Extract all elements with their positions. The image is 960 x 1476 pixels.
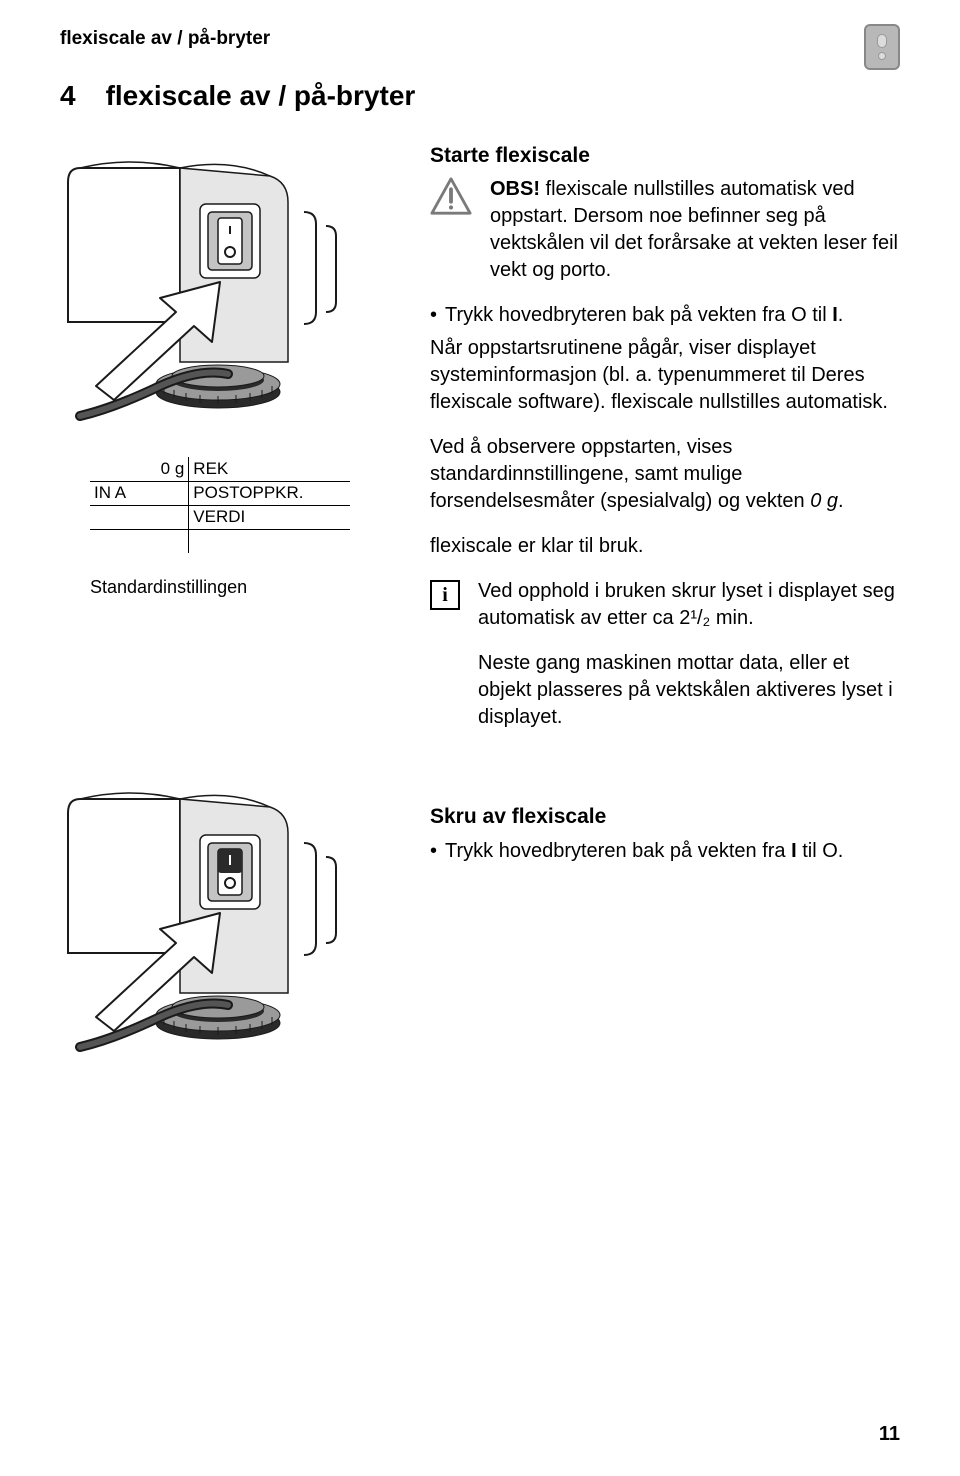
table-row [90,529,350,553]
left-column-bottom [60,773,390,1068]
bullet-text: til [797,840,823,862]
cell [90,529,189,553]
table-row: VERDI [90,505,350,529]
tab-oval-icon [877,34,887,48]
bullet-text: Trykk hovedbryteren bak på vekten fra [445,304,791,326]
section-title: flexiscale av / på-bryter [106,80,416,112]
switch-off-illustration [60,773,390,1068]
bullet-switch-on: Trykk hovedbryteren bak på vekten fra O … [430,302,900,329]
para-text: Ved å observere oppstarten, vises standa… [430,436,810,512]
display-readout: 0 g REK IN A POSTOPPKR. VERDI [90,457,350,553]
cell: REK [189,457,350,481]
tab-circle-icon [878,52,886,60]
running-head: flexiscale av / på-bryter [60,28,900,50]
cell [189,529,350,553]
cell: 0 g [90,457,189,481]
info-line1: Ved opphold i bruken skrur lyset i displ… [478,578,900,632]
cell: IN A [90,481,189,505]
cell: VERDI [189,505,350,529]
tab-indicator-icon [864,24,900,70]
off-heading: Skru av flexiscale [430,803,900,831]
section-number: 4 [60,80,76,112]
table-row: 0 g REK [90,457,350,481]
right-column-bottom: Skru av flexiscale Trykk hovedbryteren b… [430,773,900,870]
switch-on-illustration [60,142,390,437]
weight-value: 0 g [810,490,838,512]
cell [90,505,189,529]
info-text: Ved opphold i bruken skrur lyset i displ… [478,578,900,731]
display-caption: Standardinstillingen [90,577,390,598]
info-icon: i [430,580,460,610]
para-observe: Ved å observere oppstarten, vises standa… [430,434,900,515]
warning-block: OBS! flexiscale nullstilles automatisk v… [430,176,900,284]
info-block: i Ved opphold i bruken skrur lyset i dis… [430,578,900,731]
warning-text: OBS! flexiscale nullstilles automatisk v… [490,176,900,284]
info-line2: Neste gang maskinen mottar data, eller e… [478,650,900,731]
obs-label: OBS! [490,178,540,200]
bullet-text: Trykk hovedbryteren bak på vekten fra [445,840,791,862]
section-heading: 4 flexiscale av / på-bryter [60,80,900,112]
bullet-switch-off: Trykk hovedbryteren bak på vekten fra I … [430,838,900,865]
para-ready: flexiscale er klar til bruk. [430,533,900,560]
obs-body: flexiscale nullstilles automatisk ved op… [490,178,898,281]
table-row: IN A POSTOPPKR. [90,481,350,505]
dot: . [838,490,844,512]
start-heading: Starte flexiscale [430,142,900,170]
cell: POSTOPPKR. [189,481,350,505]
bullet-text: til [807,304,833,326]
dot: . [838,840,844,862]
right-column-top: Starte flexiscale OBS! flexiscale nullst… [430,142,900,749]
left-column-top: 0 g REK IN A POSTOPPKR. VERDI Standardin… [60,142,390,598]
page-number: 11 [879,1423,900,1446]
o-symbol: O [791,304,807,326]
o-symbol: O [822,840,838,862]
para-startup: Når oppstartsrutinene pågår, viser displ… [430,335,900,416]
dot: . [838,304,844,326]
warning-icon [430,176,472,224]
